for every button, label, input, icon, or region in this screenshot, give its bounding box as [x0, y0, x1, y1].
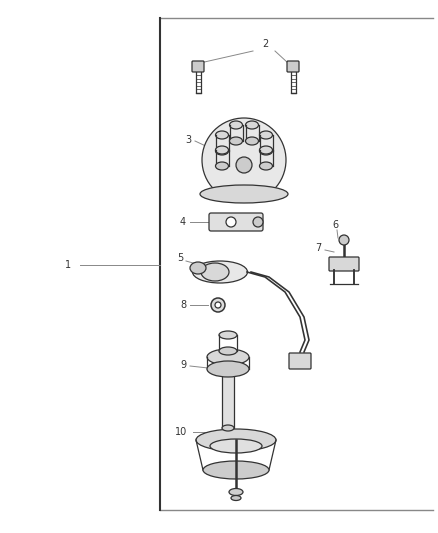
Circle shape	[215, 302, 221, 308]
Ellipse shape	[231, 496, 241, 500]
Text: 1: 1	[65, 260, 71, 270]
FancyBboxPatch shape	[209, 213, 263, 231]
Ellipse shape	[230, 137, 243, 145]
Text: 10: 10	[175, 427, 187, 437]
Ellipse shape	[207, 361, 249, 377]
FancyBboxPatch shape	[287, 61, 299, 72]
Ellipse shape	[229, 489, 243, 496]
Ellipse shape	[203, 461, 269, 479]
Ellipse shape	[196, 429, 276, 451]
Circle shape	[211, 298, 225, 312]
Text: 2: 2	[262, 39, 268, 49]
Ellipse shape	[246, 121, 258, 129]
Ellipse shape	[259, 147, 272, 155]
Text: 6: 6	[332, 220, 338, 230]
FancyBboxPatch shape	[289, 353, 311, 369]
Text: 8: 8	[180, 300, 186, 310]
Circle shape	[226, 217, 236, 227]
Ellipse shape	[200, 185, 288, 203]
Text: 3: 3	[185, 135, 191, 145]
Text: 7: 7	[315, 243, 321, 253]
Ellipse shape	[190, 262, 206, 274]
FancyBboxPatch shape	[192, 61, 204, 72]
Circle shape	[236, 157, 252, 173]
Ellipse shape	[201, 263, 229, 281]
Ellipse shape	[259, 162, 272, 170]
FancyBboxPatch shape	[222, 373, 234, 428]
FancyBboxPatch shape	[329, 257, 359, 271]
Ellipse shape	[219, 331, 237, 339]
Ellipse shape	[230, 121, 243, 129]
Ellipse shape	[215, 146, 229, 154]
Ellipse shape	[259, 146, 272, 154]
Text: 5: 5	[177, 253, 183, 263]
Text: 4: 4	[180, 217, 186, 227]
Ellipse shape	[215, 147, 229, 155]
Ellipse shape	[207, 349, 249, 365]
Ellipse shape	[222, 425, 234, 431]
Ellipse shape	[246, 137, 258, 145]
Ellipse shape	[192, 261, 247, 283]
Ellipse shape	[219, 347, 237, 355]
Text: 9: 9	[180, 360, 186, 370]
Ellipse shape	[215, 162, 229, 170]
Circle shape	[202, 118, 286, 202]
Circle shape	[253, 217, 263, 227]
Ellipse shape	[210, 439, 262, 453]
Ellipse shape	[259, 131, 272, 139]
Circle shape	[339, 235, 349, 245]
Ellipse shape	[215, 131, 229, 139]
